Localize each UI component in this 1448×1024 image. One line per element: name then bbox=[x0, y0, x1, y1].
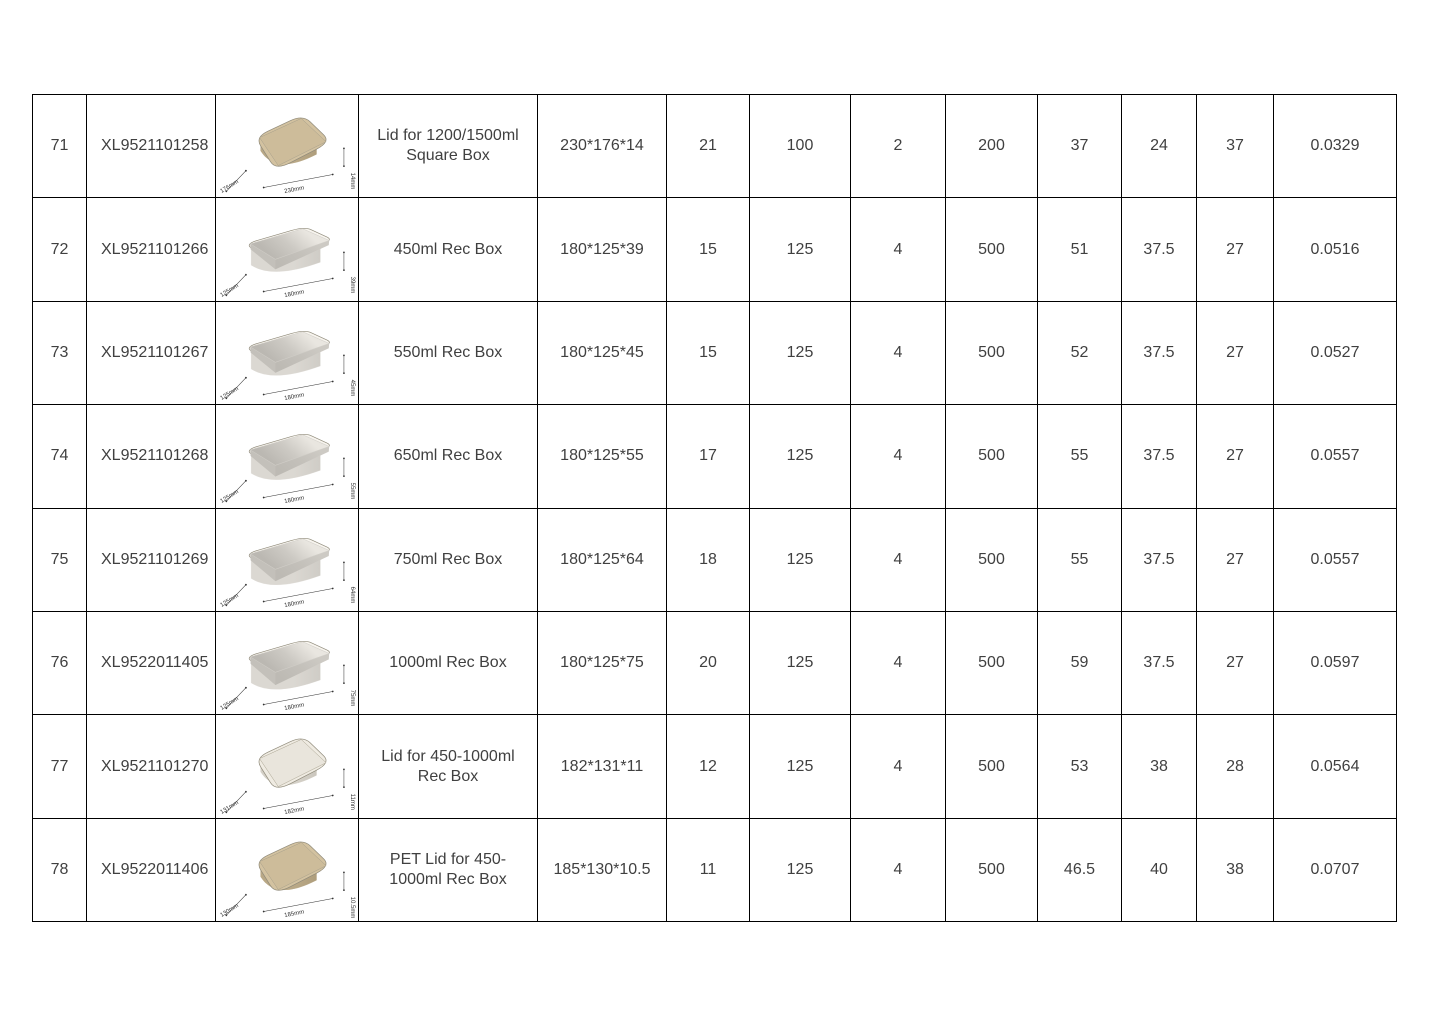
svg-text:125mm: 125mm bbox=[220, 696, 240, 712]
svg-text:14mm: 14mm bbox=[349, 173, 355, 190]
svg-text:185mm: 185mm bbox=[284, 909, 305, 919]
svg-text:125mm: 125mm bbox=[220, 283, 240, 299]
svg-text:39mm: 39mm bbox=[349, 276, 355, 293]
svg-text:11mm: 11mm bbox=[349, 793, 355, 809]
svg-text:125mm: 125mm bbox=[220, 386, 240, 402]
svg-text:180mm: 180mm bbox=[284, 702, 305, 712]
svg-text:176mm: 176mm bbox=[220, 179, 240, 195]
svg-text:180mm: 180mm bbox=[284, 392, 305, 402]
svg-text:10.5mm: 10.5mm bbox=[349, 897, 355, 919]
svg-text:180mm: 180mm bbox=[284, 496, 305, 506]
svg-text:180mm: 180mm bbox=[284, 289, 305, 299]
svg-text:55mm: 55mm bbox=[349, 483, 355, 500]
svg-text:64mm: 64mm bbox=[349, 586, 355, 603]
svg-text:180mm: 180mm bbox=[284, 599, 305, 609]
svg-text:182mm: 182mm bbox=[284, 806, 305, 816]
svg-text:230mm: 230mm bbox=[284, 186, 305, 196]
svg-text:125mm: 125mm bbox=[220, 593, 240, 609]
svg-text:130mm: 130mm bbox=[220, 903, 240, 919]
svg-text:45mm: 45mm bbox=[349, 380, 355, 397]
svg-text:75mm: 75mm bbox=[349, 690, 355, 707]
svg-text:131mm: 131mm bbox=[220, 800, 240, 816]
svg-text:125mm: 125mm bbox=[220, 489, 240, 505]
